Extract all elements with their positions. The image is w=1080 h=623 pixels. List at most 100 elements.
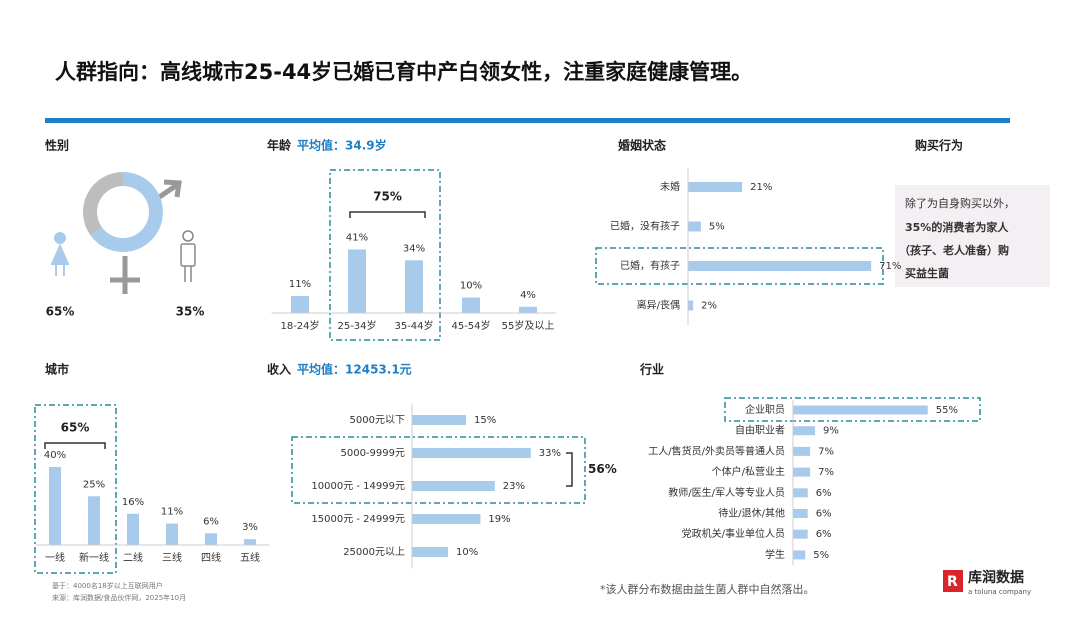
bar [793, 446, 811, 456]
logo-tagline: a toluna company [968, 588, 1031, 596]
bar [688, 182, 743, 192]
value-label: 10% [460, 281, 482, 292]
value-label: 16% [122, 497, 144, 508]
x-tick-label: 三线 [162, 551, 182, 564]
value-label: 6% [816, 509, 832, 520]
value-label: 21% [750, 182, 772, 193]
bracket [349, 211, 426, 218]
page-title: 人群指向：高线城市25-44岁已婚已育中产白领女性，注重家庭健康管理。 [55, 60, 752, 84]
bar [688, 300, 694, 311]
category-label: 离异/丧偶 [637, 299, 680, 312]
bar [793, 529, 808, 539]
highlight-box [724, 397, 981, 422]
category-label: 已婚，有孩子 [620, 259, 680, 272]
value-label: 3% [242, 522, 258, 533]
bar [793, 467, 811, 477]
bar [688, 221, 701, 232]
value-label: 6% [816, 488, 832, 499]
bar [688, 261, 872, 271]
bar [412, 415, 466, 425]
category-label: 学生 [765, 548, 785, 561]
bar [49, 467, 61, 545]
value-label: 23% [503, 481, 525, 492]
purchase-text: （孩子、老人准备）购 [899, 243, 1009, 257]
category-label: 个体户/私营业主 [712, 465, 785, 478]
category-label: 党政机关/事业单位人员 [682, 527, 785, 540]
purchase-box [895, 185, 1050, 287]
value-label: 40% [44, 450, 66, 461]
bar [166, 523, 178, 545]
section-title: 购买行为 [915, 138, 963, 153]
section-title: 城市 [45, 362, 69, 377]
value-label: 41% [346, 232, 368, 243]
value-label: 19% [488, 514, 510, 525]
value-label: 7% [818, 446, 834, 457]
value-label: 9% [823, 426, 839, 437]
value-label: 11% [289, 279, 311, 290]
value-label: 33% [539, 448, 561, 459]
category-label: 未婚 [660, 180, 680, 193]
section-title: 婚姻状态 [618, 138, 666, 153]
value-label: 4% [520, 290, 536, 301]
category-label: 自由职业者 [735, 424, 785, 437]
donut-segment [90, 172, 163, 252]
subtitle: 平均值：34.9岁 [297, 138, 387, 153]
category-label: 教师/医生/军人等专业人员 [668, 486, 785, 499]
logo-name: 库润数据 [968, 569, 1024, 586]
donut-segment [83, 172, 124, 236]
x-tick-label: 35-44岁 [394, 319, 433, 332]
category-label: 企业职员 [745, 403, 785, 416]
logo-mark: R [943, 570, 963, 592]
bar [793, 509, 808, 518]
category-label: 15000元 - 24999元 [311, 514, 405, 525]
bar [519, 306, 537, 313]
bar [462, 297, 480, 313]
x-tick-label: 25-34岁 [337, 319, 376, 332]
x-tick-label: 55岁及以上 [502, 319, 555, 332]
male-icon [180, 230, 196, 282]
x-tick-label: 五线 [240, 551, 260, 564]
bar [348, 249, 366, 313]
section-title: 性别 [44, 138, 69, 153]
highlight-box [34, 404, 117, 574]
bar [412, 481, 495, 491]
purchase-text: 除了为自身购买以外， [905, 196, 1015, 210]
x-tick-label: 45-54岁 [451, 319, 490, 332]
bar [412, 547, 448, 557]
section-title: 年龄 [267, 138, 292, 153]
x-tick-label: 一线 [45, 551, 65, 564]
category-label: 10000元 - 14999元 [311, 481, 405, 492]
highlight-box [595, 247, 884, 285]
annotation: 56% [588, 462, 617, 476]
bar [244, 539, 256, 545]
x-tick-label: 18-24岁 [280, 319, 319, 332]
bracket [566, 452, 573, 487]
value-label: 15% [474, 415, 496, 426]
annotation: 65% [61, 421, 90, 435]
bar [405, 260, 423, 313]
section-title: 行业 [639, 362, 664, 377]
bar [793, 550, 806, 560]
value-label: 7% [818, 467, 834, 478]
bar [205, 533, 217, 545]
section-title: 收入 [267, 362, 291, 377]
purchase-text: 买益生菌 [905, 266, 949, 280]
category-label: 25000元以上 [343, 546, 405, 558]
value-label: 34% [403, 243, 425, 254]
value-label: 55% [936, 405, 958, 416]
category-label: 已婚，没有孩子 [610, 220, 680, 233]
category-label: 待业/退休/其他 [718, 507, 785, 520]
bar [412, 448, 531, 458]
divider [45, 118, 1010, 123]
bar [88, 496, 100, 545]
bar [793, 426, 816, 436]
highlight-box [291, 436, 586, 504]
bar [412, 514, 481, 524]
female-icon [50, 232, 70, 276]
value-label: 10% [456, 547, 478, 558]
footnote: 基于：4000名18岁以上互联网用户 [52, 581, 163, 590]
purchase-text: 35%的消费者为家人 [905, 220, 1009, 234]
note: *该人群分布数据由益生菌人群中自然落出。 [600, 582, 815, 596]
category-label: 5000元以下 [350, 415, 405, 426]
